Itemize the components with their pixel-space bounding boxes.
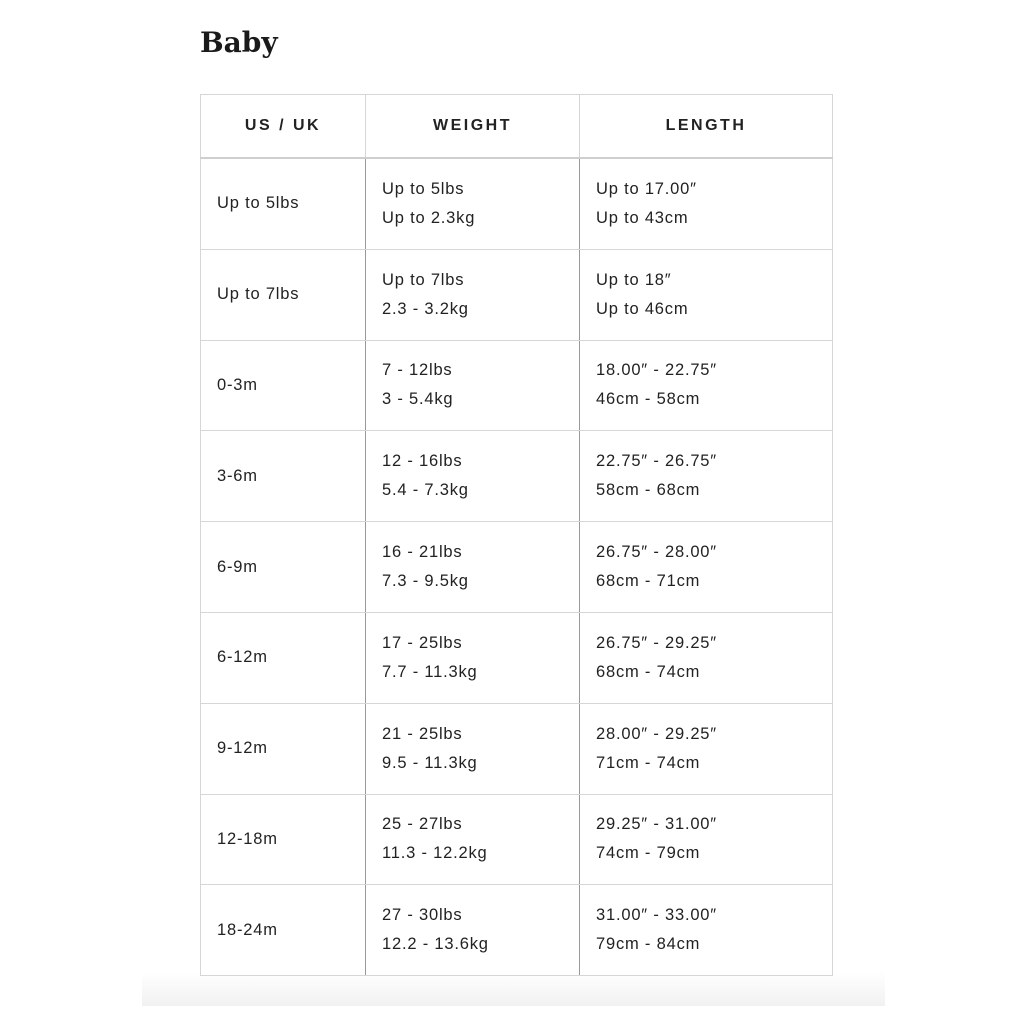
- length-cell-line: Up to 46cm: [596, 299, 689, 318]
- length-cell-line: Up to 43cm: [596, 208, 689, 227]
- table-row: 9-12m 21 - 25lbs 9.5 - 11.3kg 28.00″ - 29.2…: [200, 702, 833, 795]
- table-row: 18-24m 27 - 30lbs 12.2 - 13.6kg 31.00″ - 33…: [200, 884, 833, 977]
- bottom-fade: [142, 972, 885, 1006]
- length-cell: 18.00″ - 22.75″ 46cm - 58cm: [579, 339, 833, 432]
- weight-cell-line: 7 - 12lbs: [382, 361, 453, 380]
- weight-cell-line: 17 - 25lbs: [382, 633, 463, 652]
- length-cell-line: Up to 18″: [596, 270, 672, 289]
- table-row: 0-3m 7 - 12lbs 3 - 5.4kg 18.00″ - 22.75″ 46c…: [200, 339, 833, 432]
- size-cell-line: 6-9m: [217, 557, 258, 576]
- weight-cell-line: 25 - 27lbs: [382, 815, 463, 834]
- weight-cell-line: 2.3 - 3.2kg: [382, 299, 469, 318]
- weight-cell: Up to 7lbs 2.3 - 3.2kg: [365, 248, 580, 341]
- weight-cell-line: 5.4 - 7.3kg: [382, 481, 469, 500]
- table-row: 6-9m 16 - 21lbs 7.3 - 9.5kg 26.75″ - 28.00″…: [200, 521, 833, 613]
- weight-cell-line: Up to 5lbs: [382, 179, 465, 198]
- length-cell-line: Up to 17.00″: [596, 179, 697, 198]
- weight-cell: Up to 5lbs Up to 2.3kg: [365, 157, 580, 250]
- weight-cell-line: Up to 7lbs: [382, 270, 465, 289]
- length-cell-line: 74cm - 79cm: [596, 844, 701, 863]
- length-cell-line: 26.75″ - 29.25″: [596, 633, 717, 652]
- table-row: Up to 5lbs Up to 5lbs Up to 2.3kg Up to 17.…: [200, 157, 833, 250]
- weight-cell-line: 7.3 - 9.5kg: [382, 572, 469, 591]
- weight-cell-line: 16 - 21lbs: [382, 543, 463, 562]
- size-cell-line: 6-12m: [217, 648, 268, 667]
- length-cell-line: 68cm - 71cm: [596, 572, 701, 591]
- length-cell-line: 31.00″ - 33.00″: [596, 906, 717, 925]
- weight-cell-line: Up to 2.3kg: [382, 208, 476, 227]
- length-cell: 26.75″ - 29.25″ 68cm - 74cm: [579, 611, 833, 704]
- weight-cell: 12 - 16lbs 5.4 - 7.3kg: [365, 430, 580, 523]
- length-cell: 26.75″ - 28.00″ 68cm - 71cm: [579, 521, 833, 613]
- weight-cell: 27 - 30lbs 12.2 - 13.6kg: [365, 884, 580, 977]
- weight-cell-line: 12 - 16lbs: [382, 452, 463, 471]
- weight-cell: 7 - 12lbs 3 - 5.4kg: [365, 339, 580, 432]
- length-cell: 31.00″ - 33.00″ 79cm - 84cm: [579, 884, 833, 977]
- size-cell: 3-6m: [200, 430, 366, 523]
- weight-cell-line: 27 - 30lbs: [382, 906, 463, 925]
- length-cell-line: 26.75″ - 28.00″: [596, 543, 717, 562]
- table-row: Up to 7lbs Up to 7lbs 2.3 - 3.2kg Up to 18″…: [200, 248, 833, 341]
- size-cell-line: 12-18m: [217, 829, 278, 848]
- table-row: 6-12m 17 - 25lbs 7.7 - 11.3kg 26.75″ - 29.2…: [200, 611, 833, 704]
- length-cell: 22.75″ - 26.75″ 58cm - 68cm: [579, 430, 833, 523]
- length-cell-line: 46cm - 58cm: [596, 390, 701, 409]
- size-cell: 9-12m: [200, 702, 366, 795]
- length-cell-line: 28.00″ - 29.25″: [596, 724, 717, 743]
- length-cell: 28.00″ - 29.25″ 71cm - 74cm: [579, 702, 833, 795]
- weight-cell-line: 9.5 - 11.3kg: [382, 753, 478, 772]
- size-cell-line: 3-6m: [217, 466, 258, 485]
- header-us-uk: US / UK: [200, 94, 366, 159]
- length-cell-line: 18.00″ - 22.75″: [596, 361, 717, 380]
- length-cell-line: 58cm - 68cm: [596, 481, 701, 500]
- size-cell-line: Up to 5lbs: [217, 194, 300, 213]
- weight-cell: 17 - 25lbs 7.7 - 11.3kg: [365, 611, 580, 704]
- weight-cell-line: 11.3 - 12.2kg: [382, 844, 488, 863]
- size-cell: 18-24m: [200, 884, 366, 977]
- weight-cell-line: 7.7 - 11.3kg: [382, 662, 478, 681]
- table-row: 12-18m 25 - 27lbs 11.3 - 12.2kg 29.25″ - 31…: [200, 793, 833, 886]
- size-cell: 6-12m: [200, 611, 366, 704]
- weight-cell-line: 12.2 - 13.6kg: [382, 935, 489, 954]
- weight-cell-line: 21 - 25lbs: [382, 724, 463, 743]
- length-cell: Up to 17.00″ Up to 43cm: [579, 157, 833, 250]
- weight-cell: 25 - 27lbs 11.3 - 12.2kg: [365, 793, 580, 886]
- length-cell-line: 71cm - 74cm: [596, 753, 701, 772]
- size-cell: 6-9m: [200, 521, 366, 613]
- size-cell-line: 18-24m: [217, 920, 278, 939]
- length-cell: 29.25″ - 31.00″ 74cm - 79cm: [579, 793, 833, 886]
- size-chart-table: US / UK WEIGHT LENGTH Up to 5lbs Up to 5l…: [200, 94, 833, 977]
- header-length: LENGTH: [579, 94, 833, 159]
- size-cell: 12-18m: [200, 793, 366, 886]
- size-cell: 0-3m: [200, 339, 366, 432]
- size-cell-line: 0-3m: [217, 375, 258, 394]
- length-cell-line: 68cm - 74cm: [596, 662, 701, 681]
- length-cell: Up to 18″ Up to 46cm: [579, 248, 833, 341]
- header-row: US / UK WEIGHT LENGTH: [200, 94, 833, 159]
- size-cell: Up to 7lbs: [200, 248, 366, 341]
- size-cell-line: 9-12m: [217, 739, 268, 758]
- size-cell-line: Up to 7lbs: [217, 285, 300, 304]
- page-title: Baby: [200, 26, 278, 59]
- weight-cell: 16 - 21lbs 7.3 - 9.5kg: [365, 521, 580, 613]
- weight-cell: 21 - 25lbs 9.5 - 11.3kg: [365, 702, 580, 795]
- table-row: 3-6m 12 - 16lbs 5.4 - 7.3kg 22.75″ - 26.75″…: [200, 430, 833, 523]
- size-cell: Up to 5lbs: [200, 157, 366, 250]
- length-cell-line: 29.25″ - 31.00″: [596, 815, 717, 834]
- header-weight: WEIGHT: [365, 94, 580, 159]
- length-cell-line: 79cm - 84cm: [596, 935, 701, 954]
- weight-cell-line: 3 - 5.4kg: [382, 390, 454, 409]
- length-cell-line: 22.75″ - 26.75″: [596, 452, 717, 471]
